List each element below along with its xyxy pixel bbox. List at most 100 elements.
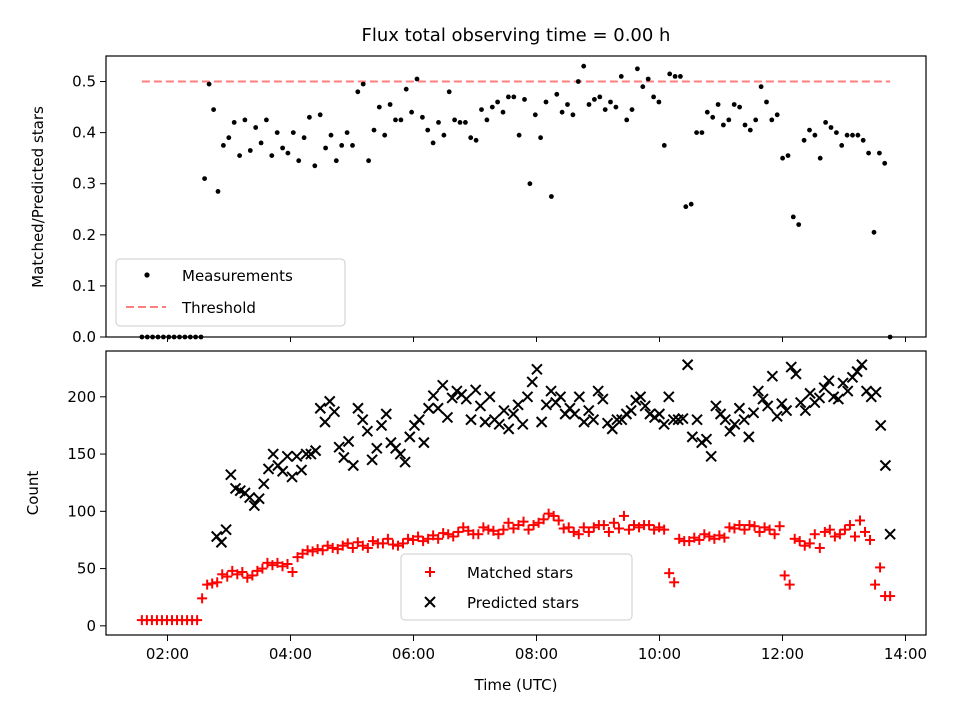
matched-star-point — [799, 540, 810, 551]
x-tick-label: 14:00 — [884, 645, 927, 663]
predicted-star-point — [413, 414, 425, 426]
top-y-tick-label: 0.4 — [72, 124, 96, 142]
measurement-point — [602, 107, 608, 112]
predicted-star-point — [253, 493, 265, 505]
matched-star-point — [553, 515, 564, 526]
matched-star-point — [352, 537, 363, 548]
predicted-star-point — [371, 442, 383, 455]
predicted-star-point — [568, 408, 581, 420]
measurement-point — [409, 109, 414, 115]
top-y-tick-label: 0.1 — [72, 277, 96, 295]
measurement-point — [403, 86, 409, 92]
matched-star-point — [392, 540, 403, 551]
measurement-point — [414, 76, 420, 82]
measurement-point — [624, 117, 630, 123]
matched-star-point — [749, 521, 760, 532]
bottom-panel: 0 50 100 150 200 02:00 04:00 06:00 08:00 10:00 12:… — [24, 350, 927, 694]
matched-star-point — [849, 531, 860, 542]
matched-star-point — [493, 529, 504, 540]
predicted-star-point — [493, 418, 505, 430]
predicted-star-point — [856, 359, 868, 371]
matched-star-point — [322, 540, 333, 551]
measurement-point — [387, 102, 393, 107]
top-y-tick-label: 0.0 — [72, 328, 96, 346]
matched-star-point — [875, 562, 886, 573]
predicted-star-point — [606, 423, 618, 435]
matched-star-point — [654, 522, 665, 533]
predicted-star-point — [422, 402, 435, 414]
measurement-point — [764, 99, 769, 105]
matched-star-point — [649, 524, 660, 535]
measurement-point — [527, 181, 533, 187]
matched-star-point — [262, 557, 273, 568]
predicted-star-point — [248, 499, 261, 512]
top-y-tick-label: 0.5 — [72, 73, 96, 91]
measurement-point — [613, 104, 619, 110]
measurement-point — [828, 125, 834, 130]
measurement-point — [473, 137, 479, 143]
predicted-star-point — [215, 536, 228, 548]
measurement-point — [285, 150, 291, 156]
predicted-star-point — [314, 402, 327, 414]
predicted-star-point — [686, 431, 699, 443]
measurement-point — [206, 81, 212, 87]
measurement-point — [850, 132, 855, 138]
matched-star-point — [433, 533, 444, 544]
predicted-star-point — [545, 385, 557, 397]
matched-star-point — [473, 529, 484, 540]
measurement-point — [211, 107, 217, 112]
matched-star-point — [408, 534, 419, 545]
matched-star-point — [578, 522, 589, 533]
legend-measurements-marker — [144, 272, 150, 278]
measurement-point — [780, 155, 785, 161]
predicted-star-point — [531, 363, 543, 376]
matched-star-point — [207, 578, 218, 589]
measurement-point — [382, 132, 388, 138]
matched-star-point — [478, 522, 489, 533]
top-ticks: 0.0 0.1 0.2 0.3 0.4 0.5 — [72, 73, 906, 346]
matched-star-point — [453, 526, 464, 537]
predicted-star-point — [479, 416, 491, 428]
measurement-point — [839, 143, 845, 148]
matched-star-point — [307, 546, 318, 557]
predicted-star-point — [799, 404, 812, 417]
matched-star-point — [694, 534, 705, 545]
matched-star-point — [814, 542, 825, 553]
predicted-star-point — [502, 423, 515, 435]
matched-star-point — [403, 533, 414, 544]
measurement-point — [683, 204, 689, 210]
matched-star-point — [448, 531, 459, 542]
matched-star-point — [839, 524, 850, 535]
measurement-point — [844, 132, 850, 138]
top-y-axis-label: Matched/Predicted stars — [29, 106, 47, 288]
predicted-star-point — [375, 419, 388, 432]
predicted-star-point — [804, 387, 816, 400]
matched-star-point — [197, 593, 208, 604]
matched-star-point — [844, 520, 855, 531]
predicted-star-point — [663, 391, 675, 403]
measurement-point — [274, 130, 280, 136]
predicted-star-point — [309, 444, 322, 457]
legend-threshold-label: Threshold — [181, 299, 256, 317]
predicted-star-point — [677, 412, 689, 425]
predicted-star-point — [761, 400, 774, 412]
matched-star-point — [332, 544, 343, 555]
predicted-star-point — [583, 404, 595, 417]
matched-star-point — [413, 531, 424, 542]
predicted-star-point — [884, 528, 896, 540]
matched-star-point — [854, 515, 865, 526]
matched-star-point — [342, 538, 353, 549]
legend-measurements-label: Measurements — [182, 267, 293, 285]
predicted-star-point — [776, 397, 788, 410]
measurement-point — [420, 114, 425, 120]
measurement-point — [667, 71, 673, 77]
predicted-star-point — [258, 478, 270, 490]
predicted-star-point — [837, 377, 849, 389]
predicted-star-point — [446, 392, 458, 404]
bottom-legend: Matched stars Predicted stars — [400, 553, 633, 621]
matched-star-point — [824, 524, 835, 535]
matched-star-point — [704, 531, 715, 542]
matched-star-point — [714, 530, 725, 541]
predicted-star-point — [380, 408, 392, 420]
measurement-point — [817, 155, 823, 161]
